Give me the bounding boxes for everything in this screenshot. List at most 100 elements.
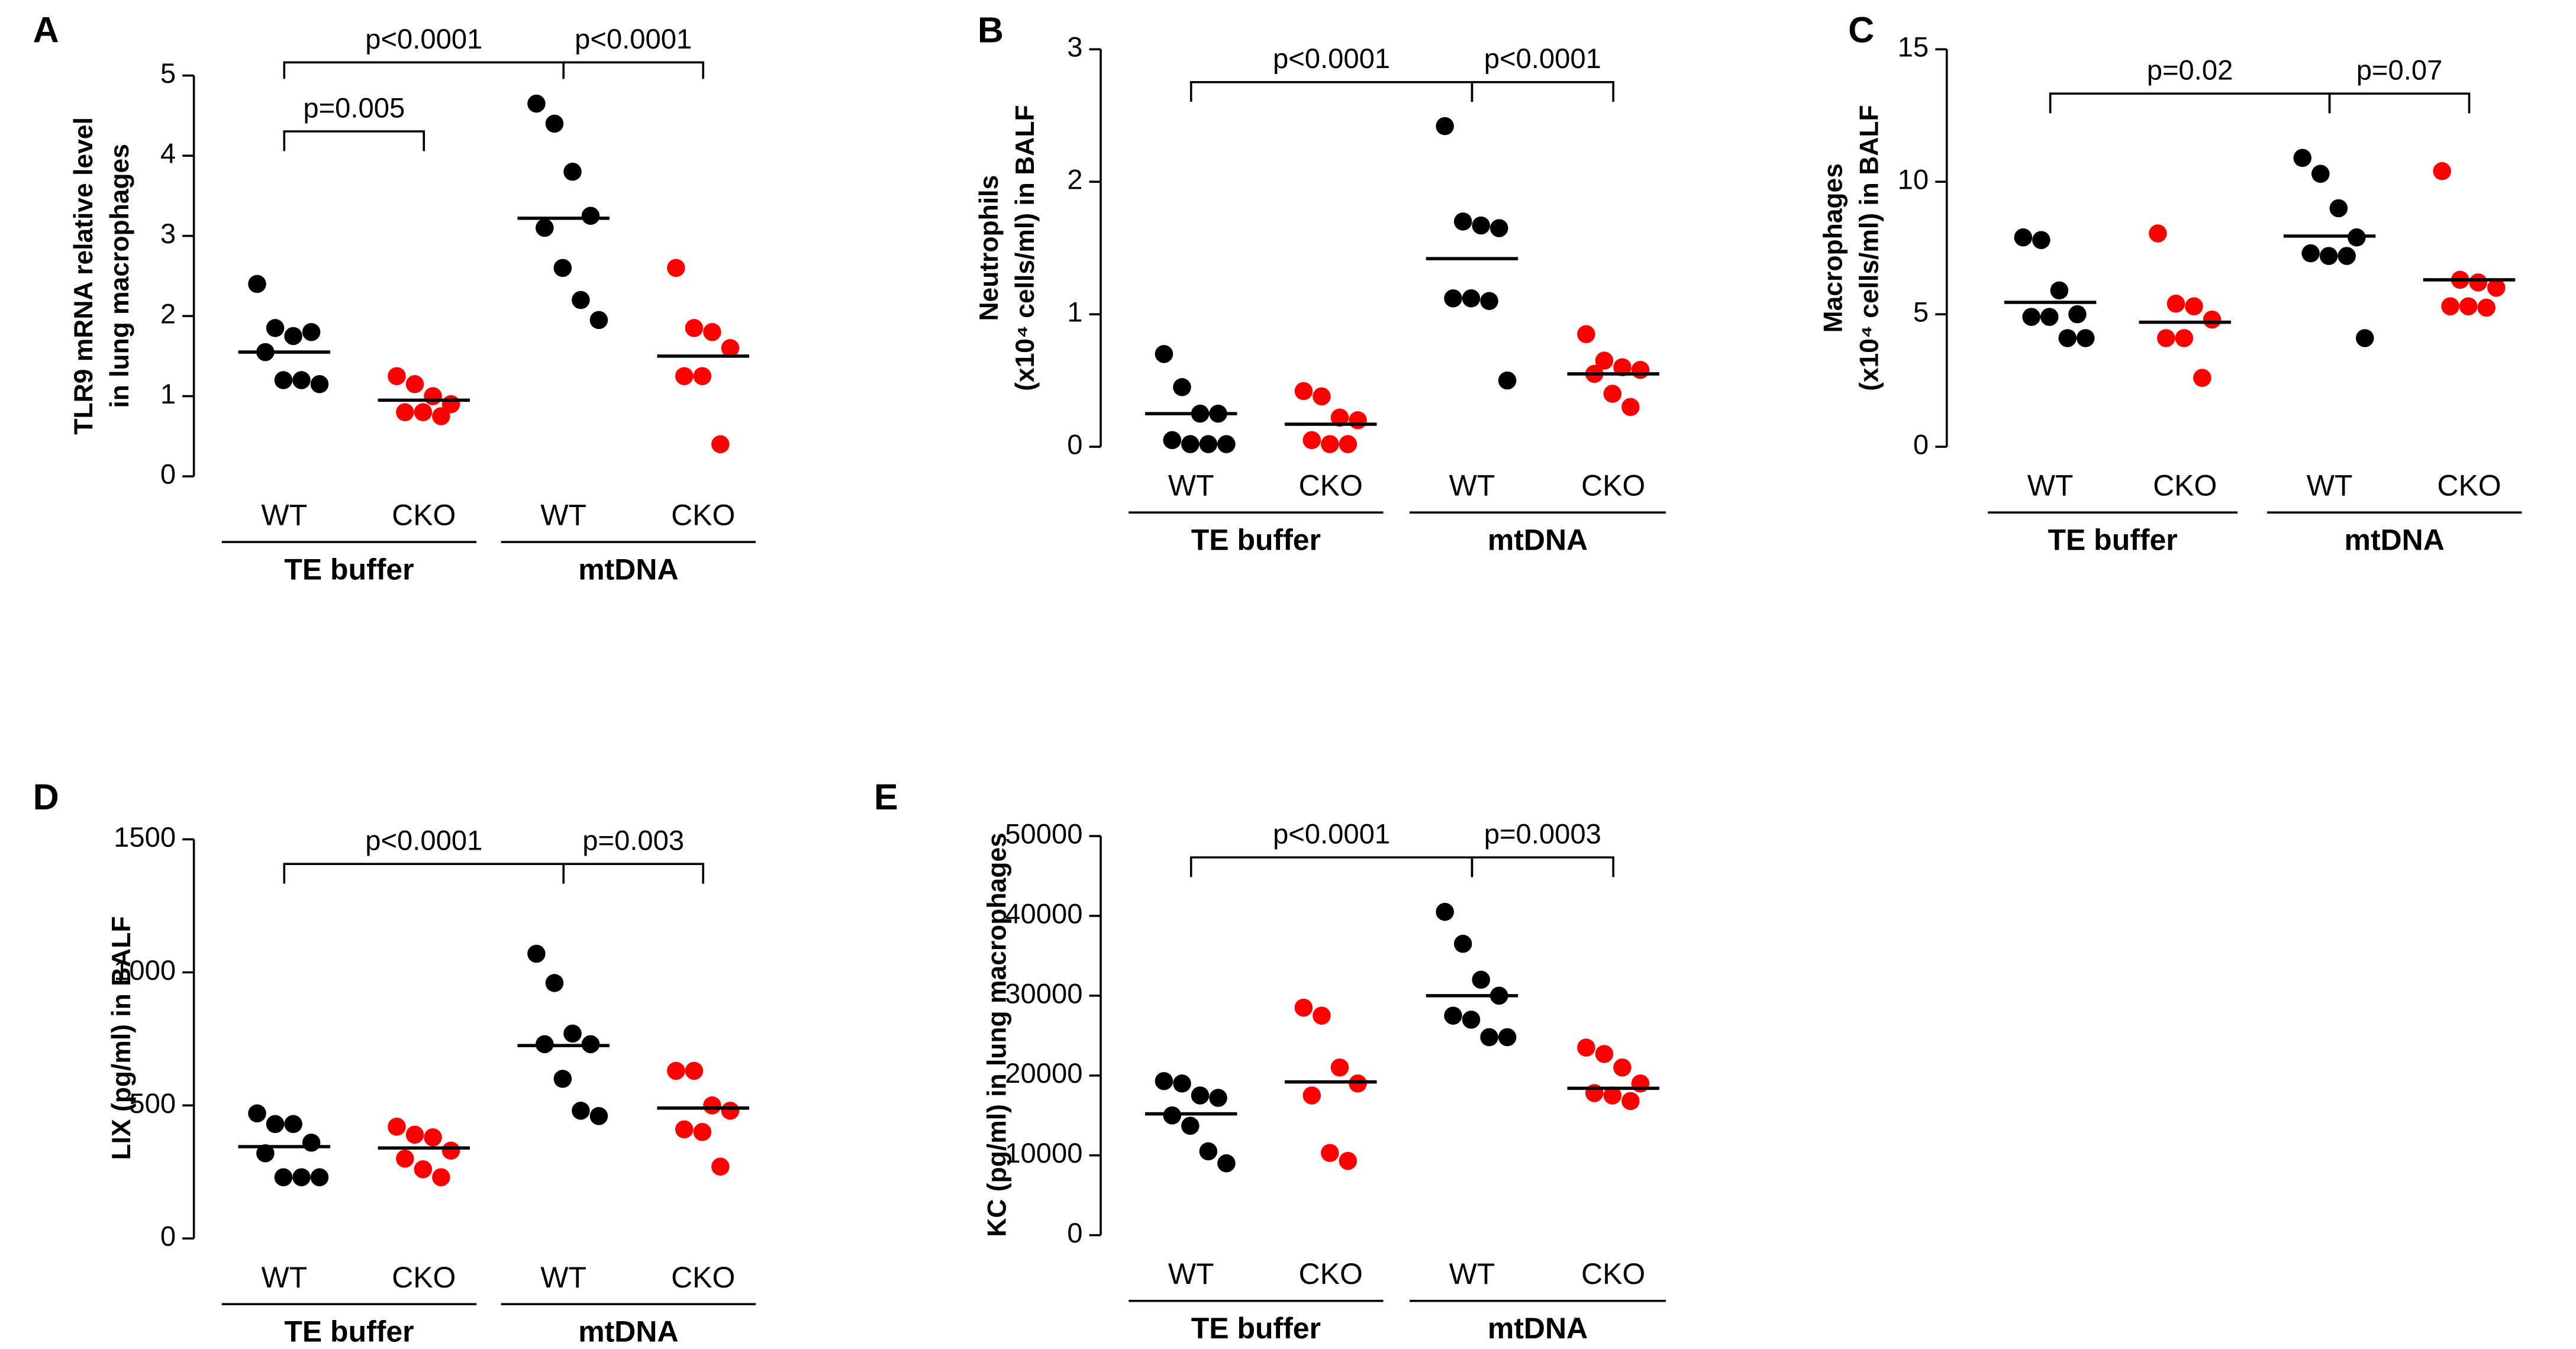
data-dot xyxy=(711,435,730,454)
group-label: mtDNA xyxy=(2345,523,2445,556)
data-dot xyxy=(1339,435,1358,453)
data-dot xyxy=(536,218,554,237)
y-tick-label: 40000 xyxy=(1005,898,1082,930)
p-value: p<0.0001 xyxy=(365,24,482,55)
x-tick-label: CKO xyxy=(2437,469,2501,502)
data-dot xyxy=(675,1120,694,1139)
x-tick-label: CKO xyxy=(1299,1257,1363,1290)
data-dot xyxy=(2459,297,2478,315)
data-dot xyxy=(292,371,311,389)
data-dot xyxy=(432,1168,450,1187)
data-dot xyxy=(2166,294,2185,313)
data-dot xyxy=(1313,387,1331,406)
p-value: p<0.0001 xyxy=(575,24,692,55)
data-dot xyxy=(1453,212,1472,231)
data-dot xyxy=(1631,360,1650,379)
data-dot xyxy=(424,1128,442,1147)
x-tick-label: WT xyxy=(2027,469,2074,502)
data-dot xyxy=(284,327,302,346)
group-label: TE buffer xyxy=(1191,523,1321,556)
data-dot xyxy=(2058,329,2077,347)
data-dot xyxy=(1613,1058,1632,1077)
data-dot xyxy=(721,339,740,357)
data-dot xyxy=(388,367,406,385)
y-tick-label: 10 xyxy=(1898,164,1929,196)
data-dot xyxy=(405,375,424,393)
data-dot xyxy=(396,1149,414,1168)
y-tick-label: 0 xyxy=(160,1221,176,1253)
data-dot xyxy=(1155,1072,1173,1090)
data-dot xyxy=(693,367,712,385)
significance-bracket xyxy=(1471,856,1614,877)
y-axis-label: (x10⁴ cells/ml) in BALF xyxy=(1855,105,1884,390)
data-dot xyxy=(1321,1144,1339,1162)
data-dot xyxy=(2022,308,2040,326)
data-dot xyxy=(667,1061,685,1080)
data-dot xyxy=(667,259,685,277)
y-tick-label: 4 xyxy=(160,138,176,170)
data-dot xyxy=(527,94,546,113)
data-dot xyxy=(1453,934,1472,953)
data-dot xyxy=(248,1104,266,1123)
x-tick-label: WT xyxy=(261,1261,307,1294)
data-dot xyxy=(553,259,572,277)
data-dot xyxy=(248,275,266,293)
data-dot xyxy=(685,319,704,337)
data-dot xyxy=(1498,1028,1517,1047)
p-value: p=0.02 xyxy=(2147,55,2233,86)
x-tick-label: WT xyxy=(540,499,586,532)
data-dot xyxy=(1155,345,1173,363)
data-dot xyxy=(2068,305,2087,324)
data-dot xyxy=(1595,351,1614,370)
data-dot xyxy=(2338,247,2356,265)
data-dot xyxy=(310,375,329,393)
data-dot xyxy=(711,1157,730,1176)
panel-label: D xyxy=(33,777,59,817)
data-dot xyxy=(388,1118,406,1136)
data-dot xyxy=(1173,378,1191,396)
x-tick-label: CKO xyxy=(2153,469,2217,502)
x-tick-label: WT xyxy=(261,499,307,532)
data-dot xyxy=(1613,358,1632,377)
data-dot xyxy=(310,1168,329,1187)
significance-bracket xyxy=(562,863,705,884)
data-dot xyxy=(527,944,546,963)
y-axis-label: in lung macrophages xyxy=(105,144,134,408)
data-dot xyxy=(284,1115,302,1134)
x-tick-label: WT xyxy=(2307,469,2353,502)
data-dot xyxy=(2319,247,2338,265)
p-value: p=0.0003 xyxy=(1484,818,1601,850)
y-tick-label: 20000 xyxy=(1005,1058,1082,1089)
x-tick-label: CKO xyxy=(1581,469,1645,502)
data-dot xyxy=(1462,1011,1481,1029)
data-dot xyxy=(581,206,600,225)
data-dot xyxy=(1191,1086,1210,1105)
p-value: p<0.0001 xyxy=(1273,818,1390,850)
data-dot xyxy=(1480,1028,1498,1047)
significance-bracket xyxy=(1471,80,1614,102)
x-tick-label: WT xyxy=(1168,469,1214,502)
data-dot xyxy=(1444,289,1462,308)
data-dot xyxy=(2157,329,2175,347)
data-dot xyxy=(2487,279,2506,297)
data-dot xyxy=(1294,998,1313,1017)
data-dot xyxy=(405,1125,424,1144)
significance-bracket xyxy=(1189,856,1474,877)
data-dot xyxy=(432,407,450,425)
data-dot xyxy=(2149,224,2167,243)
y-tick-label: 0 xyxy=(160,459,176,490)
x-tick-label: CKO xyxy=(392,1261,456,1294)
x-tick-label: WT xyxy=(1449,1257,1495,1290)
data-dot xyxy=(424,387,442,405)
data-dot xyxy=(1444,1006,1462,1025)
data-dot xyxy=(2441,297,2459,315)
data-dot xyxy=(274,371,293,389)
data-dot xyxy=(563,162,582,181)
data-dot xyxy=(1181,435,1200,453)
data-dot xyxy=(1330,1058,1349,1077)
x-tick-label: WT xyxy=(1449,469,1495,502)
panel-label: A xyxy=(33,10,59,50)
group-label: mtDNA xyxy=(1488,1312,1588,1345)
data-dot xyxy=(1621,398,1640,417)
